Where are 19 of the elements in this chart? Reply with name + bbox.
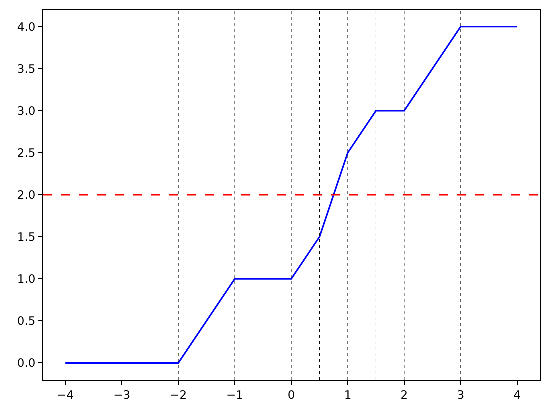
x-tick-label: 0 [288, 388, 296, 402]
x-tick-label: −4 [57, 388, 74, 402]
y-tick-label: 1.0 [17, 272, 36, 286]
x-tick-label: −3 [114, 388, 131, 402]
y-tick-label: 0.5 [17, 314, 36, 328]
y-tick-label: 3.5 [17, 62, 36, 76]
x-tick-label: −2 [170, 388, 188, 402]
line-series [64, 26, 518, 364]
y-tick-label: 0.0 [17, 356, 36, 370]
y-tick-label: 1.5 [17, 230, 36, 244]
y-tick-label: 2.5 [17, 146, 36, 160]
x-tick-label: 1 [344, 388, 352, 402]
y-tick-label: 4.0 [17, 20, 36, 34]
x-tick-label: 2 [400, 388, 408, 402]
y-tick-label: 2.0 [17, 188, 36, 202]
x-tick-label: −1 [226, 388, 244, 402]
y-tick-label: 3.0 [17, 104, 36, 118]
x-tick-label: 4 [514, 388, 522, 402]
x-tick-label: 3 [457, 388, 465, 402]
